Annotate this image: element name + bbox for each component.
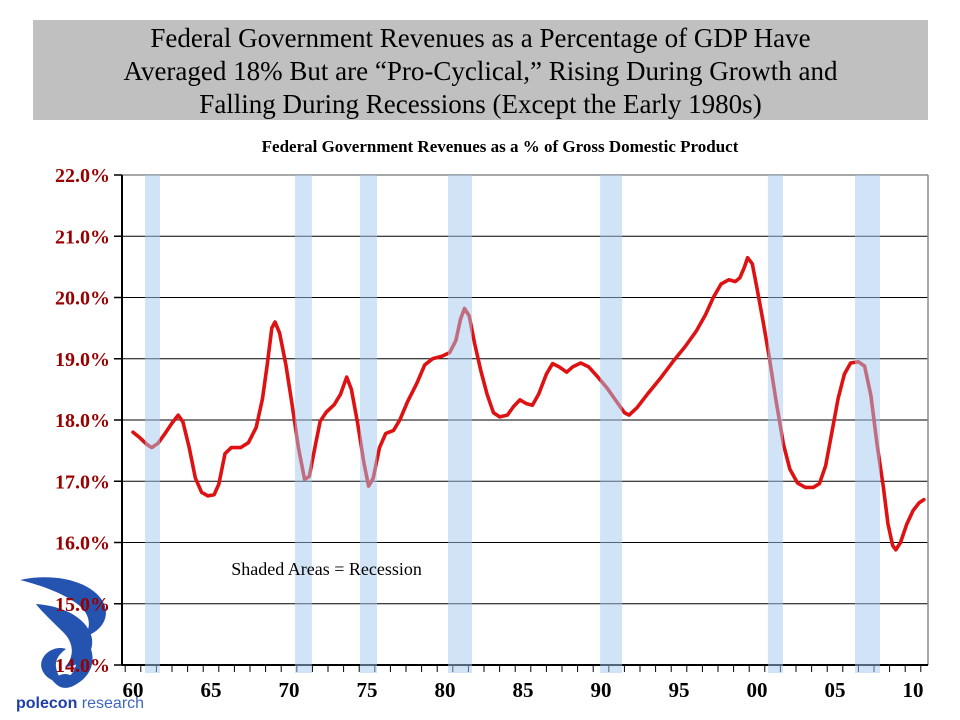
y-tick-label: 18.0% <box>55 410 110 432</box>
chart-annotation: Shaded Areas = Recession <box>231 559 422 579</box>
gridlines <box>122 235 928 605</box>
y-tick-label: 19.0% <box>55 349 110 371</box>
slide-title-line-1: Federal Government Revenues as a Percent… <box>150 23 811 53</box>
recession-band <box>448 175 472 673</box>
x-tick-label: 85 <box>513 678 534 702</box>
slide-title-box: Federal Government Revenues as a Percent… <box>33 20 928 120</box>
recession-band <box>294 175 312 673</box>
revenue-line <box>131 255 926 552</box>
x-tick-label: 65 <box>201 678 222 702</box>
recession-band <box>145 175 160 673</box>
recession-band <box>855 175 880 673</box>
logo-wordmark-research: research <box>81 695 145 712</box>
y-tick-label: 20.0% <box>55 288 110 310</box>
polecon-logo: polecon research <box>8 572 148 713</box>
x-axis-ticks <box>124 665 922 672</box>
plot-border <box>121 174 929 666</box>
y-tick-label: 15.0% <box>55 594 110 616</box>
x-tick-label: 60 <box>123 678 144 702</box>
recession-bands <box>145 175 880 673</box>
x-tick-label: 10 <box>903 678 924 702</box>
y-tick-label: 14.0% <box>55 655 110 677</box>
x-tick-label: 05 <box>825 678 846 702</box>
recession-band <box>360 175 377 673</box>
x-tick-label: 00 <box>747 678 768 702</box>
y-tick-label: 22.0% <box>55 165 110 187</box>
x-axis-labels: 60 65 70 75 80 85 90 95 00 05 10 <box>123 678 924 702</box>
x-tick-label: 80 <box>435 678 456 702</box>
x-tick-label: 90 <box>591 678 612 702</box>
recession-band <box>600 175 623 673</box>
slide-title-line-3: Falling During Recessions (Except the Ea… <box>199 89 762 119</box>
recession-band <box>767 175 783 673</box>
logo-wordmark-polecon: polecon <box>16 695 78 712</box>
polecon-swoosh-icon <box>20 577 106 688</box>
x-tick-label: 75 <box>357 678 378 702</box>
y-tick-label: 21.0% <box>55 226 110 248</box>
x-tick-label: 70 <box>279 678 300 702</box>
y-axis-labels: 22.0% 21.0% 20.0% 19.0% 18.0% 17.0% 16.0% 15.0%… <box>55 165 110 677</box>
x-tick-label: 95 <box>669 678 690 702</box>
logo-wordmark: polecon research <box>16 695 148 713</box>
y-tick-label: 16.0% <box>55 533 110 555</box>
slide-title-line-2: Averaged 18% But are “Pro-Cyclical,” Ris… <box>123 56 838 86</box>
chart-title: Federal Government Revenues as a % of Gr… <box>261 137 739 156</box>
y-axis-ticks <box>114 174 122 666</box>
y-tick-label: 17.0% <box>55 471 110 493</box>
